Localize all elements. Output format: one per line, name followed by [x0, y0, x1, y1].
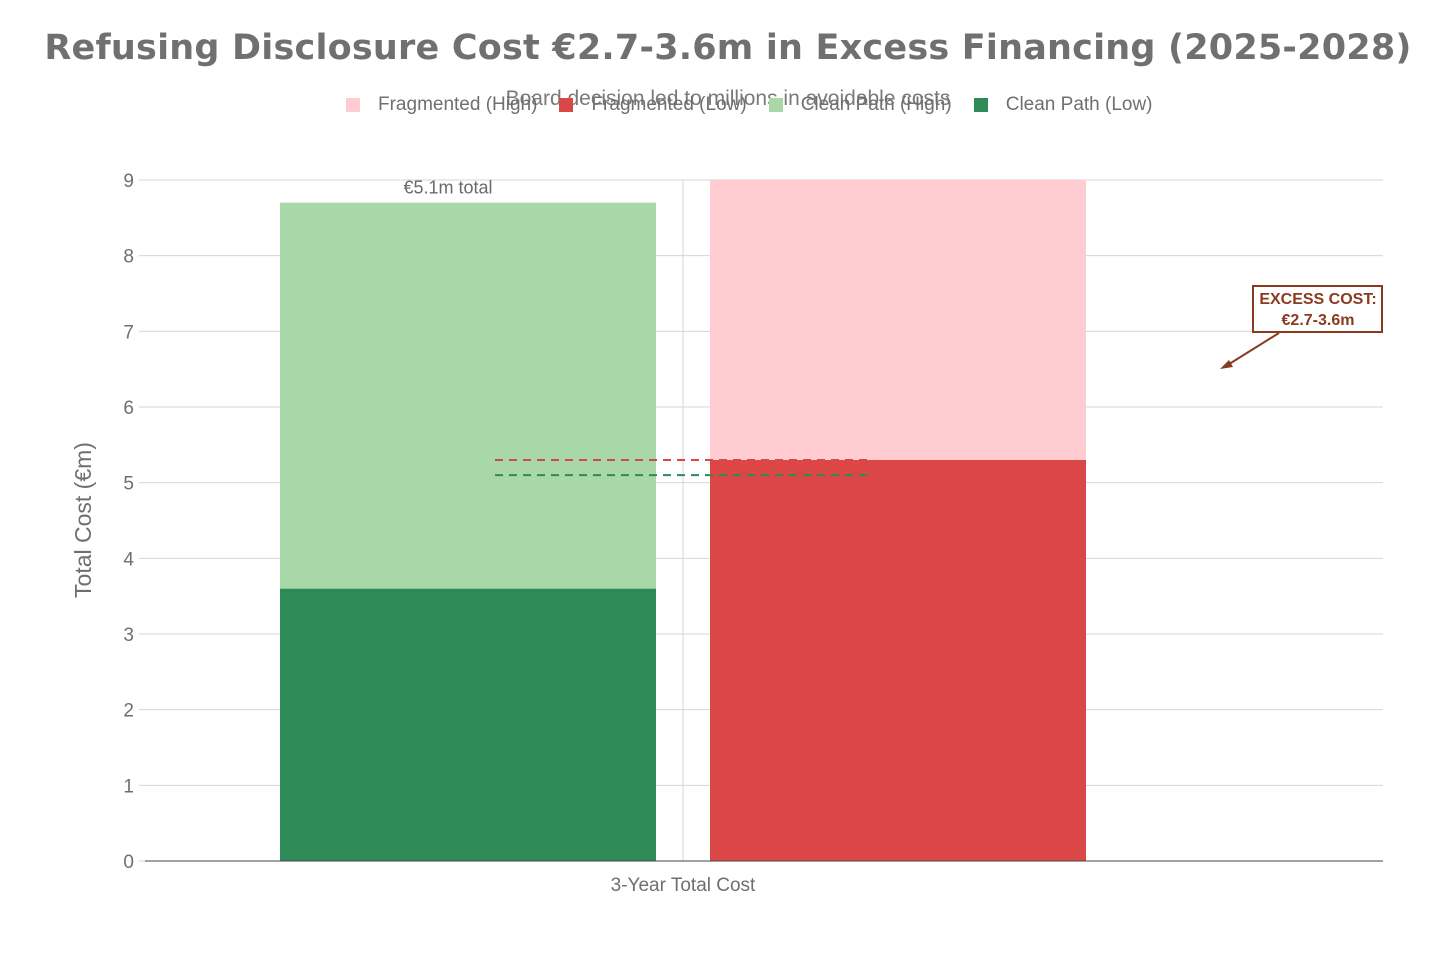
annotation-arrowhead — [1220, 360, 1233, 369]
annotation-box — [1252, 285, 1383, 333]
bar-total-label: €5.1m total — [403, 178, 492, 198]
y-tick-label: 8 — [123, 247, 134, 268]
legend-label: Clean Path (Low) — [1005, 94, 1153, 115]
legend-item-fragmented-low[interactable]: Fragmented (Low) — [559, 94, 747, 116]
bar-segment-fragmented-high — [710, 180, 1086, 460]
reference-lines — [495, 458, 873, 477]
y-tick-label: 5 — [123, 474, 134, 495]
legend-label: Clean Path (High) — [800, 94, 952, 115]
y-tick-label: 9 — [123, 171, 134, 192]
legend: Fragmented (High) Fragmented (Low) Clean… — [346, 93, 1175, 117]
chart-title: Refusing Disclosure Cost €2.7-3.6m in Ex… — [44, 28, 1412, 68]
y-tick-label: 0 — [123, 852, 134, 873]
y-tick-label: 4 — [123, 549, 134, 570]
y-tick-label: 6 — [123, 398, 134, 419]
y-tick-label: 3 — [123, 625, 134, 646]
excess-cost-annotation: EXCESS COST: €2.7-3.6m — [1220, 285, 1383, 369]
y-tick-label: 2 — [123, 701, 134, 722]
y-tick-label: 7 — [123, 322, 134, 343]
bar-segment-clean-path-low — [280, 588, 656, 861]
bar-segment-fragmented-low — [710, 459, 1086, 861]
x-tick-label: 3-Year Total Cost — [611, 875, 756, 896]
legend-label: Fragmented (Low) — [591, 94, 747, 115]
bar-segment-clean-path-high — [280, 202, 656, 589]
legend-swatch — [346, 98, 360, 112]
bars: €5.1m total — [280, 178, 1086, 861]
legend-item-clean-high[interactable]: Clean Path (High) — [768, 94, 952, 116]
legend-swatch — [768, 98, 783, 112]
chart-subtitle: Board decision led to millions in avoida… — [505, 87, 951, 110]
legend-item-clean-low[interactable]: Clean Path (Low) — [973, 94, 1153, 116]
annotation-line-2: €2.7-3.6m — [1282, 312, 1355, 329]
annotation-arrow-line — [1225, 332, 1280, 367]
legend-label: Fragmented (High) — [378, 94, 538, 115]
legend-item-fragmented-high[interactable]: Fragmented (High) — [346, 94, 537, 116]
annotation-line-1: EXCESS COST: — [1259, 291, 1376, 308]
y-axis-title: Total Cost (€m) — [70, 442, 96, 598]
legend-swatch — [973, 98, 988, 112]
y-tick-label: 1 — [123, 776, 134, 797]
axes: 0 1 2 3 4 5 6 7 8 9 3-Year Total Cost — [123, 171, 1383, 896]
legend-swatch — [559, 98, 574, 112]
